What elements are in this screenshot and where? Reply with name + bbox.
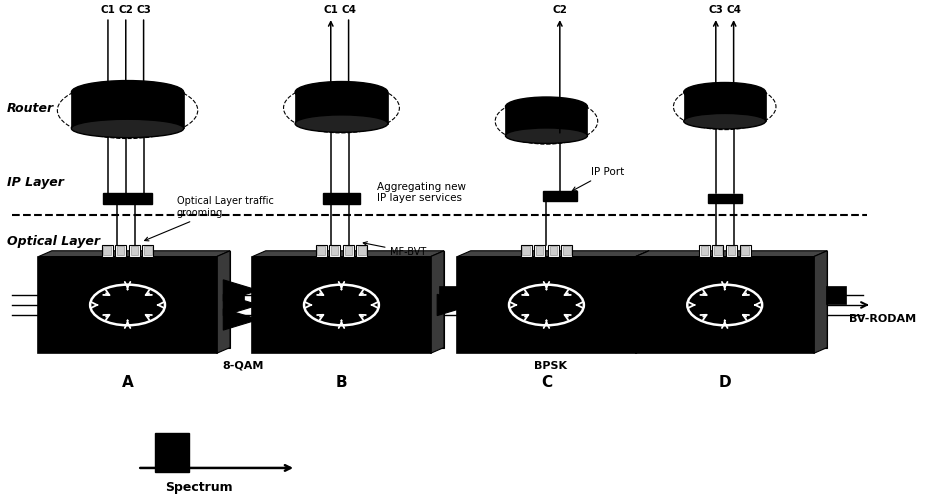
Polygon shape (712, 245, 723, 256)
Polygon shape (648, 251, 826, 348)
Ellipse shape (683, 114, 765, 129)
Polygon shape (344, 246, 351, 255)
Polygon shape (223, 309, 259, 330)
Polygon shape (563, 246, 570, 255)
Polygon shape (252, 251, 443, 256)
Polygon shape (323, 193, 360, 204)
Polygon shape (356, 245, 367, 256)
Polygon shape (727, 246, 734, 255)
Polygon shape (739, 245, 750, 256)
Polygon shape (117, 246, 124, 255)
Polygon shape (457, 251, 648, 256)
Text: B: B (336, 375, 347, 390)
Polygon shape (635, 251, 826, 256)
Ellipse shape (295, 82, 387, 103)
Polygon shape (38, 251, 230, 256)
Text: Optical Layer traffic
grooming: Optical Layer traffic grooming (145, 196, 273, 241)
Polygon shape (155, 433, 189, 472)
Polygon shape (536, 246, 542, 255)
Polygon shape (547, 245, 558, 256)
Polygon shape (358, 246, 365, 255)
Text: Spectrum: Spectrum (165, 481, 233, 494)
Text: BPSK: BPSK (534, 361, 566, 371)
Polygon shape (317, 246, 324, 255)
Polygon shape (624, 294, 659, 316)
Text: C4: C4 (341, 5, 356, 15)
Polygon shape (683, 92, 765, 121)
Ellipse shape (683, 83, 765, 102)
Polygon shape (104, 246, 110, 255)
Text: C3: C3 (136, 5, 151, 15)
Text: BV-RODAM: BV-RODAM (848, 314, 916, 325)
Text: C: C (540, 375, 552, 390)
Polygon shape (223, 294, 259, 316)
Polygon shape (534, 245, 544, 256)
Polygon shape (315, 245, 326, 256)
Polygon shape (561, 245, 572, 256)
Polygon shape (438, 286, 458, 304)
Polygon shape (71, 92, 184, 128)
Polygon shape (457, 256, 635, 353)
Polygon shape (825, 286, 845, 304)
Ellipse shape (71, 81, 184, 104)
Polygon shape (437, 294, 472, 316)
Polygon shape (520, 245, 531, 256)
Polygon shape (331, 246, 338, 255)
Text: C2: C2 (552, 5, 566, 15)
Polygon shape (252, 256, 430, 353)
Text: IP Port: IP Port (572, 167, 624, 191)
Polygon shape (643, 286, 663, 304)
Text: C1: C1 (100, 5, 115, 15)
Ellipse shape (505, 97, 587, 117)
Polygon shape (470, 251, 648, 348)
Polygon shape (707, 194, 741, 203)
Polygon shape (741, 246, 748, 255)
Polygon shape (430, 251, 443, 353)
Polygon shape (52, 251, 230, 348)
Polygon shape (342, 245, 353, 256)
Text: C4: C4 (725, 5, 741, 15)
Polygon shape (102, 245, 112, 256)
Text: Optical Layer: Optical Layer (7, 235, 100, 248)
Polygon shape (265, 251, 443, 348)
Polygon shape (635, 256, 813, 353)
Text: C3: C3 (707, 5, 722, 15)
Text: D: D (717, 375, 730, 390)
Polygon shape (698, 245, 709, 256)
Polygon shape (813, 251, 826, 353)
Polygon shape (216, 251, 230, 353)
Text: Aggregating new
IP layer services: Aggregating new IP layer services (376, 182, 465, 203)
Polygon shape (542, 191, 577, 201)
Polygon shape (131, 246, 138, 255)
Text: Router: Router (7, 102, 55, 115)
Text: 8-QAM: 8-QAM (222, 361, 264, 371)
Text: IP Layer: IP Layer (7, 176, 64, 189)
Polygon shape (115, 245, 126, 256)
Text: A: A (121, 375, 133, 390)
Polygon shape (103, 193, 152, 204)
Polygon shape (224, 286, 244, 304)
Ellipse shape (71, 119, 184, 137)
Text: MF-BVT: MF-BVT (362, 242, 426, 257)
Polygon shape (329, 245, 340, 256)
Polygon shape (143, 245, 153, 256)
Polygon shape (295, 92, 387, 124)
Text: C1: C1 (323, 5, 337, 15)
Polygon shape (635, 251, 648, 353)
Polygon shape (549, 246, 556, 255)
Polygon shape (505, 107, 587, 135)
Ellipse shape (295, 115, 387, 132)
Polygon shape (700, 246, 707, 255)
Polygon shape (223, 280, 259, 301)
Text: C2: C2 (119, 5, 133, 15)
Polygon shape (522, 246, 529, 255)
Polygon shape (144, 246, 151, 255)
Polygon shape (714, 246, 721, 255)
Polygon shape (725, 245, 736, 256)
Ellipse shape (505, 128, 587, 143)
Polygon shape (129, 245, 140, 256)
Polygon shape (38, 256, 216, 353)
